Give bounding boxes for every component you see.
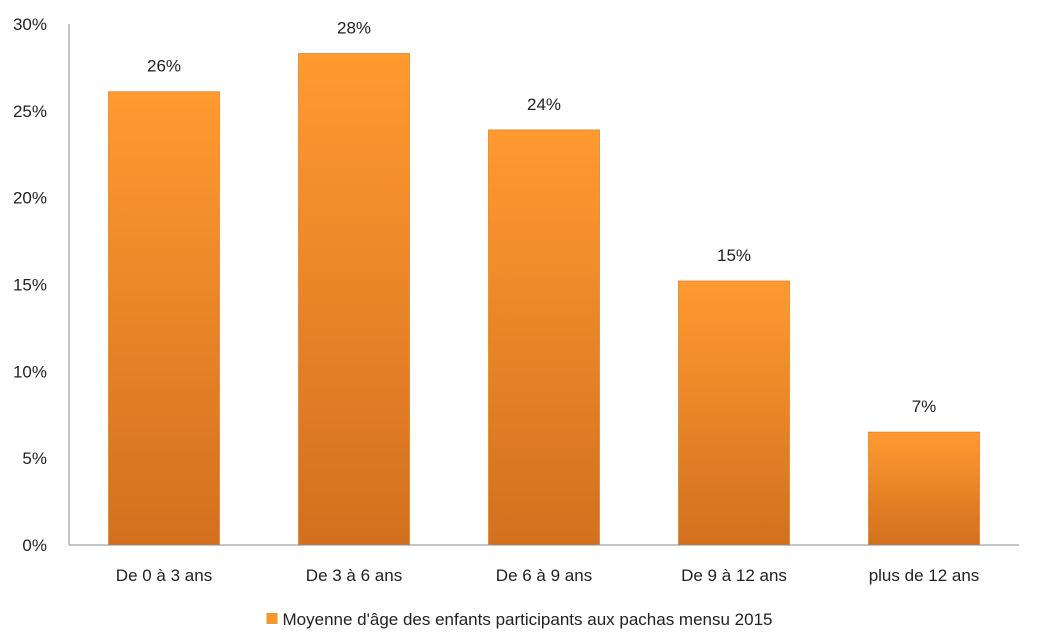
y-tick-label: 0%: [22, 536, 47, 555]
y-tick-label: 15%: [13, 276, 47, 295]
y-tick-label: 25%: [13, 102, 47, 121]
y-axis-ticks: 0% 5% 10% 15% 20% 25% 30%: [13, 15, 47, 555]
y-tick-label: 5%: [22, 449, 47, 468]
x-tick-label: De 9 à 12 ans: [681, 566, 787, 585]
y-tick-label: 20%: [13, 189, 47, 208]
data-label: 7%: [912, 397, 937, 416]
data-label: 24%: [527, 95, 561, 114]
y-tick-label: 30%: [13, 15, 47, 34]
bar: [868, 431, 980, 546]
x-tick-label: De 3 à 6 ans: [306, 566, 402, 585]
bar: [488, 129, 600, 546]
x-tick-label: De 6 à 9 ans: [496, 566, 592, 585]
x-tick-label: plus de 12 ans: [869, 566, 980, 585]
data-label: 26%: [147, 57, 181, 76]
bar: [678, 280, 790, 546]
bar: [298, 53, 410, 546]
bar: [108, 91, 220, 546]
y-tick-label: 10%: [13, 362, 47, 381]
data-label: 28%: [337, 19, 371, 38]
data-labels-group: 26% 28% 24% 15% 7%: [147, 19, 936, 417]
data-label: 15%: [717, 246, 751, 265]
bars-group: [108, 53, 980, 546]
legend-label: Moyenne d'âge des enfants participants a…: [283, 610, 773, 629]
legend: Moyenne d'âge des enfants participants a…: [266, 610, 773, 629]
x-axis-labels: De 0 à 3 ans De 3 à 6 ans De 6 à 9 ans De 9…: [116, 566, 980, 585]
x-tick-label: De 0 à 3 ans: [116, 566, 212, 585]
legend-swatch: [266, 613, 278, 624]
